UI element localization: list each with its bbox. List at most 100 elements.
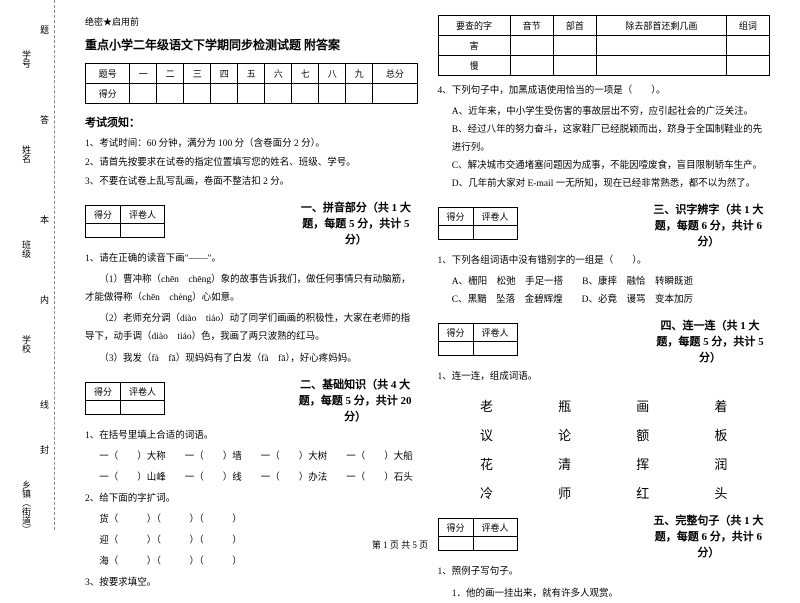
q-text: 1、请在正确的读音下画"——"。 [85, 250, 418, 268]
binding-mark: 题 [38, 25, 51, 34]
match-word: 板 [692, 425, 750, 444]
q-text: 4、下列句子中，加黑成语使用恰当的一项是（ ）。 [438, 82, 771, 100]
binding-field-label: 乡镇（街道） [20, 480, 33, 530]
binding-field-label: 班级 [20, 240, 33, 258]
section-4-title: 四、连一连（共 1 大题，每题 5 分，共计 5 分） [650, 317, 770, 365]
mini-score-table: 得分评卷人 [438, 518, 607, 551]
td[interactable] [292, 84, 319, 104]
ms-blank[interactable] [121, 400, 165, 414]
match-word: 冷 [458, 483, 516, 502]
td[interactable] [726, 56, 769, 76]
td[interactable] [553, 56, 596, 76]
choice: A、近年来，中小学生受伤害的事故层出不穷，应引起社会的广泛关注。 [438, 103, 771, 121]
choice: C、解决城市交通堵塞问题因为成事，不能因噎废食，盲目限制轿车生产。 [438, 157, 771, 175]
q-text: 2、给下面的字扩词。 [85, 490, 418, 508]
match-word: 瓶 [536, 396, 594, 415]
binding-mark: 封 [38, 445, 51, 454]
q-text: （2）老师充分调（diào tiáo）动了同学们画画的积极性，大家在老师的指导下… [85, 310, 418, 346]
section-2-title: 二、基础知识（共 4 大题，每题 5 分，共计 20 分） [293, 376, 418, 424]
th: 除去部首还剩几画 [597, 16, 727, 36]
td[interactable] [211, 84, 238, 104]
td: 得分 [86, 84, 130, 104]
q-text: 1．他的画一挂出来，就有许多人观赏。 [438, 585, 771, 603]
ms-blank[interactable] [121, 224, 165, 238]
td[interactable] [346, 84, 373, 104]
th: 三 [184, 64, 211, 84]
binding-mark: 线 [38, 400, 51, 409]
match-grid: 老 瓶 画 着 议 论 额 板 花 清 挥 润 冷 师 红 头 [458, 396, 751, 502]
td[interactable] [510, 36, 553, 56]
choice: A、栅阳 松弛 手足一搭 B、康摔 融恰 转瞬既逝 [438, 273, 771, 291]
th: 音节 [510, 16, 553, 36]
ms-blank[interactable] [473, 342, 517, 356]
th: 二 [157, 64, 184, 84]
binding-mark: 内 [38, 295, 51, 304]
td[interactable] [184, 84, 211, 104]
confidential-mark: 绝密★启用前 [85, 15, 418, 28]
instructions-title: 考试须知： [85, 114, 418, 130]
binding-field-label: 姓名 [20, 145, 33, 163]
section-3-title: 三、识字辨字（共 1 大题，每题 6 分，共计 6 分） [647, 201, 770, 249]
th: 要查的字 [438, 16, 510, 36]
binding-edge: 题 学号 答 姓名 本 班级 内 学校 线 封 乡镇（街道） [0, 0, 55, 530]
match-word: 额 [614, 425, 672, 444]
ms-c1: 得分 [438, 519, 473, 537]
q-text: （3）我发（fà fā）现妈妈有了白发（fà fā），好心疼妈妈。 [85, 350, 418, 368]
ms-blank[interactable] [473, 226, 517, 240]
match-word: 师 [536, 483, 594, 502]
exam-title: 重点小学二年级语文下学期同步检测试题 附答案 [85, 36, 418, 53]
binding-field-label: 学校 [20, 335, 33, 353]
td[interactable] [373, 84, 417, 104]
match-word: 议 [458, 425, 516, 444]
td[interactable] [510, 56, 553, 76]
ms-blank[interactable] [86, 224, 121, 238]
ms-c2: 评卷人 [473, 324, 517, 342]
q-text: 迎（ ）（ ）（ ） [85, 532, 418, 550]
instruction-line: 3、不要在试卷上乱写乱画，卷面不整洁扣 2 分。 [85, 174, 418, 191]
td[interactable] [265, 84, 292, 104]
td[interactable] [130, 84, 157, 104]
th: 部首 [553, 16, 596, 36]
match-word: 挥 [614, 454, 672, 473]
td[interactable] [319, 84, 346, 104]
instructions-block: 1、考试时间：60 分钟，满分为 100 分（含卷面分 2 分）。 2、请首先按… [85, 136, 418, 191]
match-word: 润 [692, 454, 750, 473]
ms-blank[interactable] [473, 537, 517, 551]
binding-mark: 本 [38, 215, 51, 224]
th: 一 [130, 64, 157, 84]
left-column: 绝密★启用前 重点小学二年级语文下学期同步检测试题 附答案 题号 一 二 三 四… [75, 15, 428, 525]
ms-blank[interactable] [86, 400, 121, 414]
q-text: 海（ ）（ ）（ ） [85, 553, 418, 571]
q-text: 货（ ）（ ）（ ） [85, 511, 418, 529]
q-text: 一（ ）大称 一（ ）墙 一（ ）大树 一（ ）大船 [85, 448, 418, 466]
td[interactable] [238, 84, 265, 104]
td[interactable] [726, 36, 769, 56]
right-column: 要查的字 音节 部首 除去部首还剩几画 组词 害 慢 4、下列句子中，加黑成语使… [428, 15, 781, 525]
ms-c1: 得分 [86, 382, 121, 400]
ms-c2: 评卷人 [473, 208, 517, 226]
lookup-table: 要查的字 音节 部首 除去部首还剩几画 组词 害 慢 [438, 15, 771, 76]
choice: D、几年前大家对 E-mail 一无所知，现在已经非常熟悉，都不以为然了。 [438, 175, 771, 193]
ms-blank[interactable] [438, 342, 473, 356]
th: 总分 [373, 64, 417, 84]
ms-c2: 评卷人 [121, 382, 165, 400]
td[interactable] [597, 36, 727, 56]
ms-c2: 评卷人 [473, 519, 517, 537]
q-text: 1、在括号里填上合适的词语。 [85, 427, 418, 445]
th: 组词 [726, 16, 769, 36]
ms-blank[interactable] [438, 226, 473, 240]
choice: B、经过八年的努力奋斗，这家鞋厂已经脱颖而出，跻身于全国制鞋业的先进行列。 [438, 121, 771, 157]
th: 八 [319, 64, 346, 84]
score-table: 题号 一 二 三 四 五 六 七 八 九 总分 得分 [85, 63, 418, 104]
instruction-line: 2、请首先按要求在试卷的指定位置填写您的姓名、班级、学号。 [85, 155, 418, 172]
mini-score-table: 得分评卷人 [438, 323, 611, 356]
match-word: 头 [692, 483, 750, 502]
ms-blank[interactable] [438, 537, 473, 551]
mini-score-table: 得分评卷人 [438, 207, 607, 240]
th: 九 [346, 64, 373, 84]
td[interactable] [553, 36, 596, 56]
th: 七 [292, 64, 319, 84]
td[interactable] [597, 56, 727, 76]
content-area: 绝密★启用前 重点小学二年级语文下学期同步检测试题 附答案 题号 一 二 三 四… [55, 0, 800, 530]
td[interactable] [157, 84, 184, 104]
